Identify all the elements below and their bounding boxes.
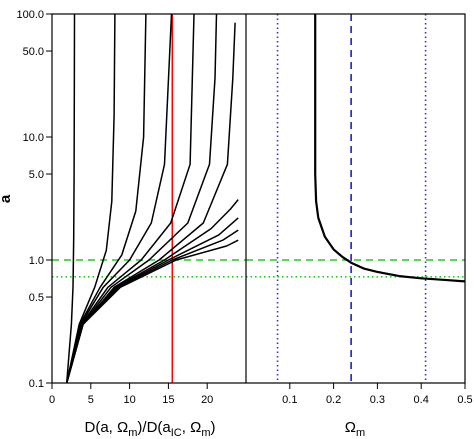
y-tick-label-4: 10.0 bbox=[23, 132, 44, 144]
y-tick-label-1: 0.5 bbox=[29, 292, 44, 304]
right-panel bbox=[246, 14, 466, 383]
right-x-axis-title: Ωm bbox=[345, 419, 365, 439]
left-x-tick-label-1: 5 bbox=[88, 394, 94, 406]
y-tick-label-2: 1.0 bbox=[29, 255, 44, 267]
left-y-axis-title: a bbox=[0, 194, 14, 203]
y-tick-label-6: 100.0 bbox=[16, 9, 44, 21]
left-x-tick-label-0: 0 bbox=[49, 394, 55, 406]
right-series-0 bbox=[314, 14, 466, 283]
left-series-5 bbox=[65, 13, 218, 384]
y-tick-label-5: 50.0 bbox=[23, 46, 44, 58]
y-tick-label-0: 0.1 bbox=[29, 378, 44, 390]
left-series-0 bbox=[65, 13, 76, 384]
left-series-4 bbox=[65, 13, 195, 384]
right-x-tick-label-1: 0.2 bbox=[326, 394, 341, 406]
left-x-tick-label-3: 15 bbox=[162, 394, 174, 406]
axes-frame: 0.1 0.5 1.0 5.0 10.0 50.0 100.0 0 5 10 15 20 0.1 0.2 0… bbox=[16, 9, 472, 406]
left-series-10 bbox=[65, 239, 239, 384]
y-tick-label-3: 5.0 bbox=[29, 169, 44, 181]
left-panel bbox=[52, 13, 246, 384]
left-x-tick-label-2: 10 bbox=[123, 394, 135, 406]
left-series-2 bbox=[65, 13, 147, 384]
plot-frame bbox=[51, 13, 466, 384]
right-x-tick-label-0: 0.1 bbox=[282, 394, 297, 406]
left-series-3 bbox=[65, 13, 173, 384]
left-series-9 bbox=[65, 229, 239, 384]
left-x-tick-label-4: 20 bbox=[201, 394, 213, 406]
right-x-tick-label-3: 0.4 bbox=[414, 394, 429, 406]
right-x-tick-label-2: 0.3 bbox=[370, 394, 385, 406]
left-x-axis-title: D(a, Ωm)/D(aIC, Ωm) bbox=[85, 419, 216, 439]
axis-labels: a D(a, Ωm)/D(aIC, Ωm) Ωm bbox=[0, 194, 365, 439]
right-x-tick-label-4: 0.5 bbox=[457, 394, 472, 406]
left-series-6 bbox=[65, 22, 236, 384]
